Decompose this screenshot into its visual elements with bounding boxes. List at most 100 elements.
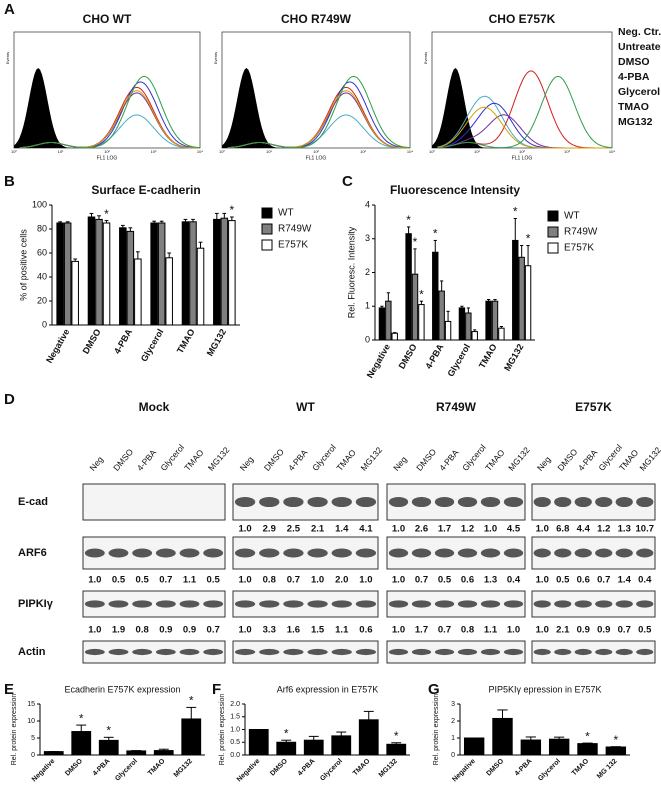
- bar: [492, 717, 513, 756]
- lane-label: 4-PBA: [437, 447, 461, 472]
- bar: [276, 741, 297, 756]
- quant-label: 1.4: [618, 575, 632, 586]
- blot-box: [82, 590, 226, 618]
- quant-label: 0.8: [461, 625, 474, 636]
- x-tick-label: Negative: [451, 758, 477, 784]
- blot-band: [179, 600, 200, 608]
- blot-band: [388, 648, 409, 656]
- error-bar: [159, 220, 164, 223]
- blot-band: [283, 600, 304, 608]
- flow-xtick: 10¹: [266, 149, 272, 154]
- error-bar: [363, 710, 374, 720]
- quant-label: 0.5: [112, 575, 126, 586]
- error-bar: [446, 310, 450, 322]
- blot-band: [84, 600, 105, 608]
- lane-label: TMAO: [483, 447, 507, 473]
- lane-label: TMAO: [334, 447, 358, 473]
- error-bar: [103, 736, 114, 741]
- quant-label: 0.7: [159, 575, 172, 586]
- blot-band: [503, 496, 524, 508]
- y-tick-label: 1.5: [230, 714, 240, 721]
- blot-box: [232, 536, 379, 570]
- flow-xtick: 10⁴: [407, 149, 413, 154]
- error-bar: [167, 252, 172, 258]
- x-tick-label: 4-PBA: [514, 758, 534, 778]
- y-tick-label: 3: [365, 233, 370, 243]
- error-bar: [336, 731, 347, 736]
- quant-label: 1.0: [536, 524, 549, 535]
- blot-box: [531, 483, 656, 521]
- x-tick-label: TMAO: [571, 757, 591, 777]
- blot-band: [636, 648, 654, 656]
- bar: [432, 251, 439, 341]
- bar: [491, 300, 499, 341]
- quant-label: 1.6: [287, 625, 300, 636]
- quant-label: 1.1: [335, 625, 349, 636]
- blot-band: [615, 600, 633, 608]
- error-bar: [104, 220, 109, 223]
- flow-curve: [19, 75, 201, 149]
- error-bar: [380, 305, 384, 308]
- blot-box: [531, 640, 656, 664]
- quant-label: 1.7: [438, 524, 451, 535]
- blot-band: [283, 548, 304, 558]
- y-tick-label: 0: [365, 334, 370, 344]
- y-tick-label: 2.0: [230, 701, 240, 708]
- quant-label: 1.1: [484, 625, 498, 636]
- blot-band: [480, 496, 501, 508]
- blot-band: [179, 648, 200, 656]
- y-tick-label: 1.0: [230, 726, 240, 733]
- error-bar: [466, 307, 470, 313]
- x-tick-label: MG132: [205, 327, 228, 358]
- flow-legend: Neg. Ctr.: [618, 26, 661, 38]
- y-tick-label: 0.5: [230, 739, 240, 746]
- blot-band: [331, 648, 352, 656]
- flow-xlabel: FL1 LOG: [97, 155, 118, 161]
- quant-label: 2.6: [415, 524, 428, 535]
- blot-band: [234, 600, 256, 608]
- x-tick-label: DMSO: [269, 757, 289, 777]
- chart-title: Surface E-cadherin: [91, 183, 200, 197]
- lane-label: 4-PBA: [286, 447, 310, 472]
- chart-title: Ecadherin E757K expression: [64, 684, 180, 694]
- quant-label: 1.0: [238, 625, 251, 636]
- flow-xtick: 10³: [564, 149, 570, 154]
- bar: [444, 320, 452, 341]
- bar: [248, 729, 269, 756]
- significance: *: [189, 694, 194, 708]
- blot-box: [232, 640, 379, 664]
- lane-label: Neg: [535, 454, 553, 473]
- blot-band: [574, 648, 592, 656]
- lane-label: MG132: [359, 445, 385, 473]
- blot-band: [84, 648, 105, 656]
- quant-label: 4.4: [577, 524, 591, 535]
- chart-title: Fluorescence Intensity: [390, 183, 520, 197]
- quant-label: 0.7: [618, 625, 631, 636]
- legend-label: E757K: [278, 240, 308, 251]
- lane-label: Neg: [238, 454, 256, 473]
- blot-band: [636, 600, 654, 608]
- blot-band: [411, 548, 432, 558]
- flow-xtick: 10³: [360, 149, 366, 154]
- x-tick-label: Glycerol: [537, 758, 562, 783]
- blot-band: [355, 648, 377, 656]
- blot-box: [232, 590, 379, 618]
- lane-label: Glycerol: [460, 442, 488, 472]
- flow-negative: [432, 68, 612, 148]
- blot-band: [615, 648, 633, 656]
- x-tick-label: MG132: [502, 342, 525, 373]
- flow-xtick: 10⁴: [609, 149, 615, 154]
- flow-xtick: 10²: [519, 149, 525, 154]
- chart-title: PIP5KIγ epression in E757K: [488, 684, 601, 694]
- lane-label: DMSO: [111, 446, 135, 472]
- row-label: PIPKIγ: [18, 598, 54, 610]
- bar: [153, 750, 174, 756]
- flow-xtick: 10²: [104, 149, 110, 154]
- flow-xtick: 10⁰: [429, 149, 435, 154]
- x-tick-label: Negative: [31, 758, 57, 784]
- blot-band: [307, 600, 328, 608]
- blot-band: [434, 648, 455, 656]
- panel-letter: F: [212, 681, 221, 698]
- error-bar: [582, 742, 593, 744]
